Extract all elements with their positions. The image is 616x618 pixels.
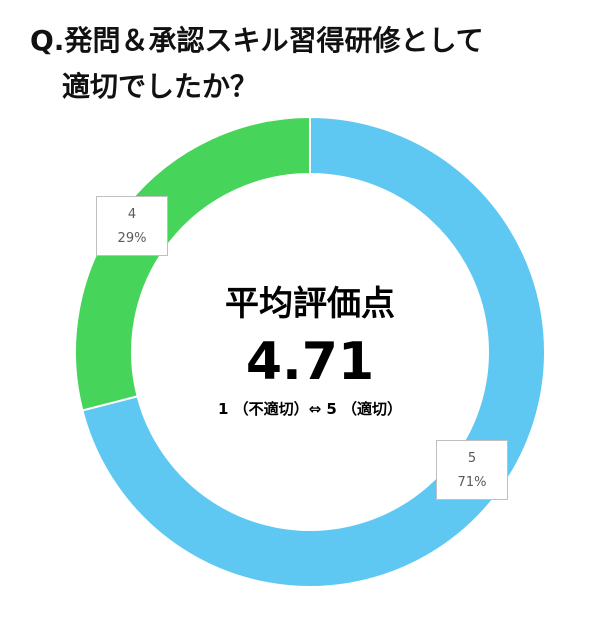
data-label-5: 5 71% <box>436 440 508 500</box>
data-label-percent: 29% <box>117 231 147 246</box>
data-label-percent: 71% <box>457 475 487 490</box>
title-line-2: 適切でしたか？ <box>62 70 259 103</box>
average-score-label: 平均評価点 <box>225 284 395 324</box>
donut-slice-5 <box>81 115 546 588</box>
data-label-category: 4 <box>127 207 137 222</box>
donut-slice-4 <box>74 115 311 412</box>
data-label-category: 5 <box>467 451 477 466</box>
average-score-value: 4.71 <box>245 332 375 392</box>
chart-title: Q.発問＆承認スキル習得研修として 適切でしたか？ <box>30 18 610 110</box>
data-label-4: 4 29% <box>96 196 168 256</box>
title-line-1: Q.発問＆承認スキル習得研修として <box>30 24 484 57</box>
rating-scale-note: 1 （不適切）⇔ 5 （適切） <box>217 400 403 418</box>
